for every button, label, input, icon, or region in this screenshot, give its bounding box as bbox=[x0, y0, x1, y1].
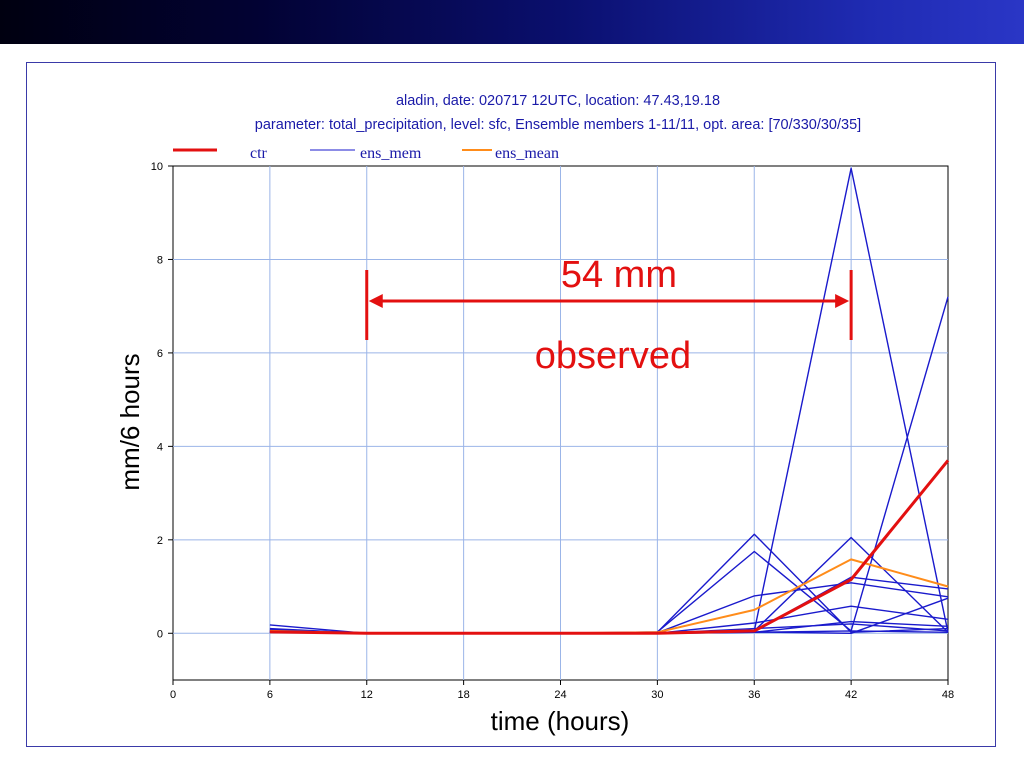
x-tick-label: 30 bbox=[651, 689, 663, 701]
y-tick-label: 2 bbox=[157, 535, 163, 547]
observed-annotation: 54 mm observed bbox=[365, 254, 853, 377]
series-layer bbox=[269, 167, 950, 635]
legend: ctr ens_mem ens_mean bbox=[173, 145, 559, 162]
x-axis-label: time (hours) bbox=[491, 706, 630, 736]
series-line-ctr bbox=[269, 459, 950, 635]
x-tick-label: 18 bbox=[458, 689, 470, 701]
y-tick-label: 8 bbox=[157, 254, 163, 266]
x-tick-label: 36 bbox=[748, 689, 760, 701]
y-tick-label: 4 bbox=[157, 441, 163, 453]
x-tick-label: 0 bbox=[170, 689, 176, 701]
x-tick-label: 42 bbox=[845, 689, 857, 701]
title-banner bbox=[0, 0, 1024, 44]
chart-title: aladin, date: 020717 12UTC, location: 47… bbox=[396, 93, 720, 109]
grid-layer bbox=[173, 166, 948, 680]
annotation-value: 54 mm bbox=[561, 254, 677, 296]
chart-subtitle: parameter: total_precipitation, level: s… bbox=[255, 117, 861, 133]
y-axis-label: mm/6 hours bbox=[115, 353, 145, 490]
y-tick-label: 10 bbox=[151, 161, 163, 173]
annotation-arrowhead-left bbox=[368, 294, 383, 308]
x-tick-label: 24 bbox=[554, 689, 566, 701]
x-tick-labels: 0 6 12 18 24 30 36 42 48 bbox=[170, 680, 954, 701]
x-tick-label: 6 bbox=[267, 689, 273, 701]
y-tick-label: 6 bbox=[157, 348, 163, 360]
legend-label-ctr: ctr bbox=[250, 145, 268, 162]
y-tick-label: 0 bbox=[157, 628, 163, 640]
legend-label-ens-mem: ens_mem bbox=[360, 145, 422, 162]
x-tick-label: 48 bbox=[942, 689, 954, 701]
annotation-arrowhead-right bbox=[835, 294, 850, 308]
annotation-note: observed bbox=[535, 335, 691, 377]
x-tick-label: 12 bbox=[361, 689, 373, 701]
y-tick-labels: 0 2 4 6 8 10 bbox=[151, 161, 173, 640]
legend-label-ens-mean: ens_mean bbox=[495, 145, 559, 162]
